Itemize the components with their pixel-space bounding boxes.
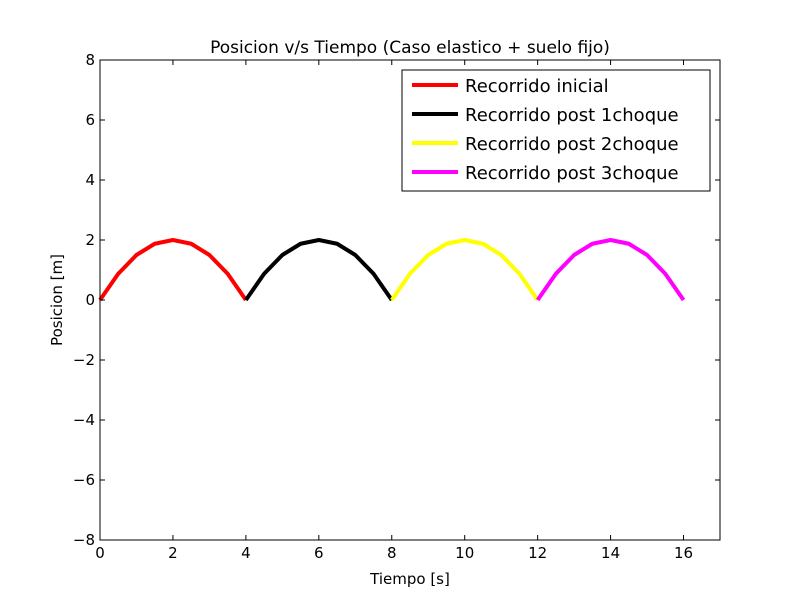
y-tick-label: 6: [85, 111, 95, 129]
legend: Recorrido inicial Recorrido post 1choque R…: [401, 69, 711, 192]
y-tick-label: 0: [85, 291, 95, 309]
legend-label-1: Recorrido inicial: [465, 76, 609, 97]
x-tick-label: 14: [601, 544, 620, 562]
y-axis-label: Posicion [m]: [48, 254, 66, 346]
x-tick-label: 8: [387, 544, 397, 562]
legend-label-4: Recorrido post 3choque: [465, 163, 679, 184]
series-line-4: [536, 238, 686, 302]
y-tick-label: 8: [85, 51, 95, 69]
series-line-2: [244, 238, 394, 302]
x-tick-label: 10: [455, 544, 474, 562]
y-tick-label: −2: [73, 351, 95, 369]
x-axis-label: Tiempo [s]: [369, 570, 450, 588]
chart-title: Posicion v/s Tiempo (Caso elastico + sue…: [210, 38, 610, 58]
x-tick-label: 12: [528, 544, 547, 562]
ticks: 0 2 4 6 8 10 12 14 16 −8 −6 −4 −2 0 2 4 6 8: [73, 51, 720, 562]
x-tick-label: 0: [95, 544, 105, 562]
legend-items: Recorrido inicial Recorrido post 1choque R…: [412, 76, 679, 184]
y-tick-label: 2: [85, 231, 95, 249]
x-tick-label: 4: [241, 544, 251, 562]
x-tick-label: 16: [674, 544, 693, 562]
y-tick-label: −6: [73, 471, 95, 489]
series-line-3: [390, 238, 540, 302]
y-tick-label: −8: [73, 531, 95, 549]
series-line-1: [98, 238, 248, 302]
y-tick-label: 4: [85, 171, 95, 189]
x-tick-label: 2: [168, 544, 178, 562]
x-tick-label: 6: [314, 544, 324, 562]
y-tick-label: −4: [73, 411, 95, 429]
plot-lines: [98, 238, 686, 302]
legend-label-2: Recorrido post 1choque: [465, 105, 679, 126]
legend-label-3: Recorrido post 2choque: [465, 134, 679, 155]
